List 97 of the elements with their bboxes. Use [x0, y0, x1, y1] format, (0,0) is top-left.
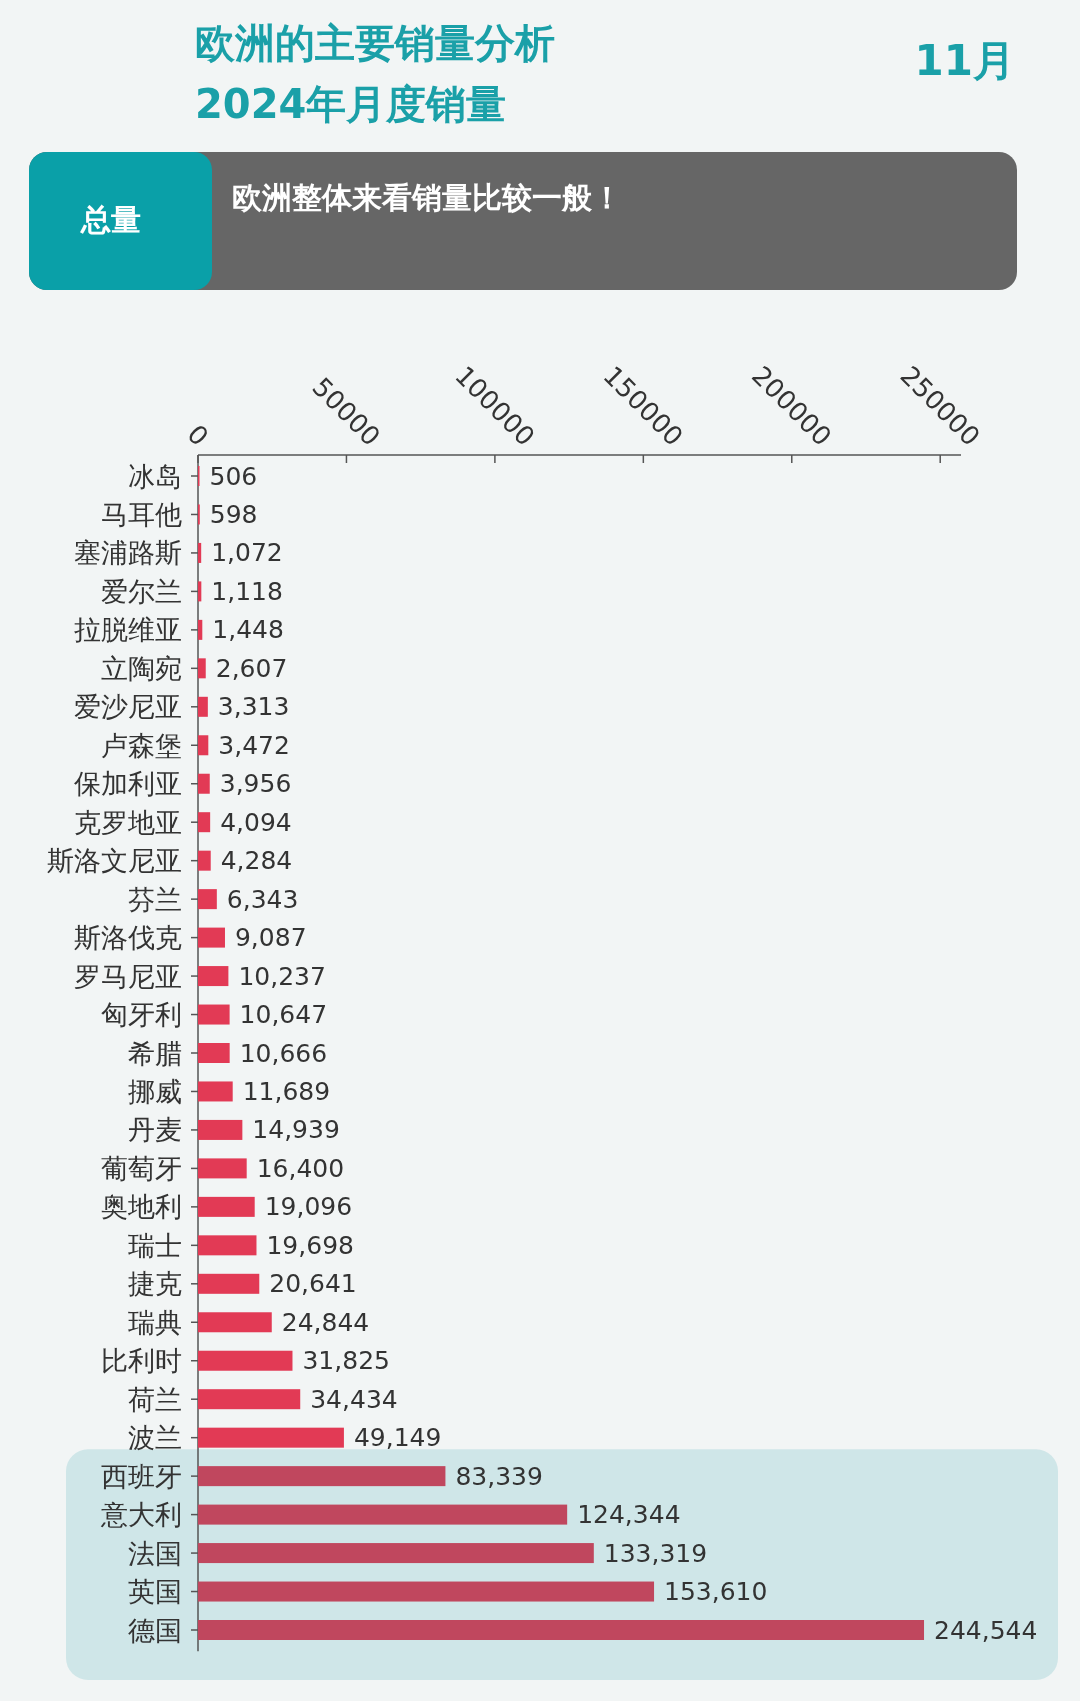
bar	[198, 1158, 247, 1179]
data-label: 10,647	[239, 1000, 328, 1030]
data-label: 9,087	[234, 923, 307, 953]
y-tick-label: 爱沙尼亚	[74, 691, 182, 723]
y-tick-label: 捷克	[128, 1268, 182, 1300]
y-tick-label: 塞浦路斯	[74, 537, 182, 569]
y-tick-label: 法国	[128, 1537, 182, 1569]
y-tick-label: 瑞典	[128, 1306, 182, 1338]
data-label: 3,313	[217, 692, 290, 722]
bar	[198, 966, 229, 987]
y-tick-label: 马耳他	[101, 498, 182, 530]
bar	[198, 1581, 655, 1602]
data-label: 6,343	[226, 884, 299, 914]
bar	[198, 812, 211, 833]
bar	[198, 619, 203, 640]
data-label: 16,400	[256, 1153, 345, 1183]
y-tick-label: 挪威	[128, 1075, 182, 1107]
bar	[198, 1543, 594, 1564]
data-label: 10,666	[239, 1038, 328, 1068]
bar	[198, 1427, 344, 1448]
y-tick-label: 爱尔兰	[101, 575, 182, 607]
y-tick-label: 瑞士	[128, 1229, 182, 1261]
bar	[198, 735, 209, 756]
bar	[198, 1312, 272, 1333]
data-label: 4,284	[220, 846, 293, 876]
y-tick-label: 罗马尼亚	[74, 960, 182, 992]
y-tick-label: 意大利	[100, 1499, 182, 1531]
data-label: 506	[209, 461, 258, 491]
data-label: 83,339	[455, 1461, 543, 1491]
y-tick-label: 荷兰	[128, 1383, 182, 1415]
bar	[198, 1235, 257, 1256]
data-label: 24,844	[281, 1307, 370, 1337]
y-tick-label: 比利时	[101, 1345, 182, 1377]
bar	[198, 581, 202, 602]
bar	[198, 1004, 230, 1025]
y-tick-label: 葡萄牙	[101, 1152, 182, 1184]
bar	[198, 1196, 255, 1217]
bar	[198, 1350, 293, 1371]
y-tick-label: 西班牙	[101, 1460, 182, 1492]
y-tick-label: 保加利亚	[74, 768, 182, 800]
data-label: 31,825	[302, 1346, 390, 1376]
y-tick-label: 奥地利	[101, 1191, 182, 1223]
data-label: 244,544	[934, 1615, 1038, 1645]
data-label: 10,237	[238, 961, 326, 991]
data-label: 49,149	[353, 1423, 442, 1453]
data-label: 1,448	[212, 615, 284, 645]
y-tick-label: 匈牙利	[101, 999, 182, 1031]
bar	[198, 1466, 446, 1487]
text: 11月	[914, 36, 1015, 85]
data-label: 3,472	[218, 730, 290, 760]
data-label: 11,689	[242, 1076, 331, 1106]
y-tick-label: 立陶宛	[101, 652, 182, 684]
bar	[198, 1389, 301, 1410]
y-tick-label: 斯洛文尼亚	[47, 845, 182, 877]
text: 欧洲整体来看销量比较一般！	[232, 180, 622, 215]
x-tick-label: 0	[181, 418, 215, 452]
y-tick-label: 英国	[128, 1576, 182, 1608]
data-label: 598	[209, 499, 258, 529]
data-label: 14,939	[252, 1115, 340, 1145]
data-label: 2,607	[215, 653, 288, 683]
data-label: 34,434	[310, 1384, 398, 1414]
y-tick-label: 波兰	[128, 1422, 182, 1454]
text: 总量	[80, 201, 141, 237]
y-tick-label: 克罗地亚	[74, 806, 182, 838]
data-label: 1,118	[211, 576, 283, 606]
bar	[198, 927, 225, 948]
bar	[198, 1081, 233, 1102]
y-tick-label: 希腊	[128, 1037, 182, 1069]
bar	[198, 773, 210, 794]
y-tick-label: 拉脱维亚	[74, 614, 182, 646]
y-tick-label: 卢森堡	[101, 729, 182, 761]
bar	[198, 696, 208, 717]
data-label: 19,698	[266, 1230, 354, 1260]
data-label: 20,641	[269, 1269, 357, 1299]
bar	[198, 889, 217, 910]
y-tick-label: 芬兰	[128, 883, 182, 915]
data-label: 3,956	[219, 769, 292, 799]
data-label: 19,096	[264, 1192, 353, 1222]
y-tick-label: 冰岛	[128, 460, 182, 492]
y-tick-label: 德国	[128, 1614, 182, 1646]
data-label: 153,610	[664, 1577, 768, 1607]
bar	[198, 1620, 925, 1640]
bar	[198, 1504, 568, 1525]
bar	[198, 1119, 243, 1140]
chart-title: 欧洲的主要销量分析	[195, 20, 555, 66]
bar	[198, 1043, 230, 1063]
y-tick-label: 丹麦	[128, 1114, 182, 1146]
data-label: 124,344	[577, 1500, 681, 1530]
data-label: 133,319	[603, 1538, 708, 1568]
bar	[198, 658, 206, 679]
data-label: 1,072	[211, 538, 283, 568]
bar	[198, 542, 202, 563]
bar	[198, 1273, 260, 1294]
y-tick-label: 斯洛伐克	[74, 922, 182, 954]
data-label: 4,094	[220, 807, 292, 837]
chart-subtitle: 2024年月度销量	[195, 81, 507, 127]
bar	[198, 850, 211, 871]
